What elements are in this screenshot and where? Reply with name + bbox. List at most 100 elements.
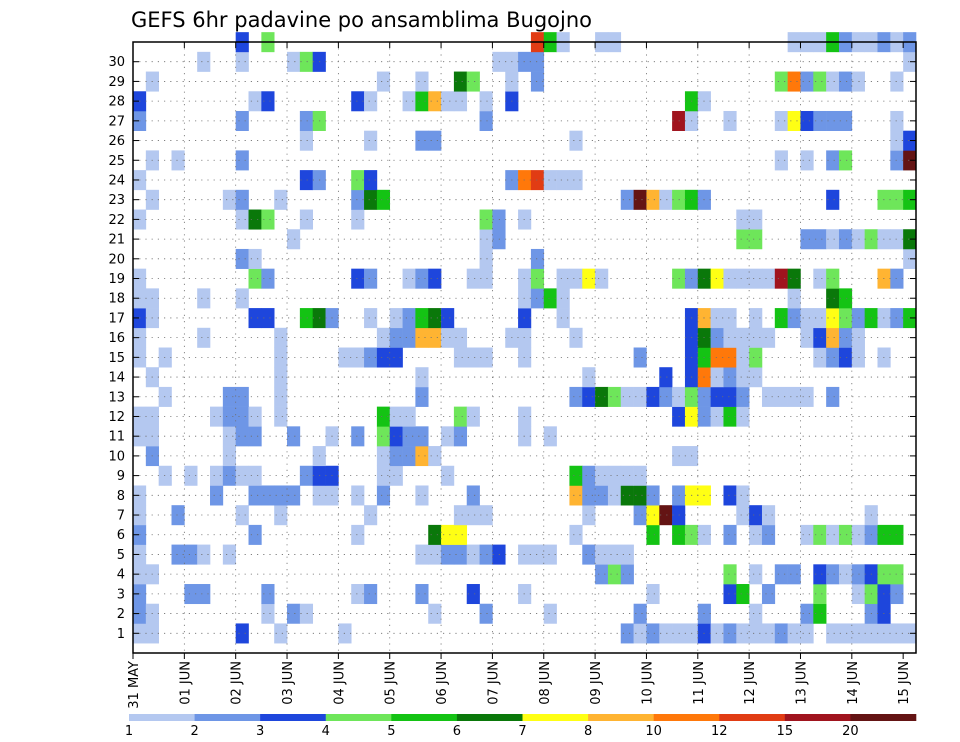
heatmap-cell [453,91,468,112]
legend-swatch [260,714,327,721]
heatmap-cell [274,623,288,644]
heatmap-cell [569,465,583,486]
heatmap-cell [607,564,622,585]
x-tick-label: 10 JUN [640,661,655,705]
heatmap-cell [607,544,622,565]
heatmap-cell [813,327,827,348]
heatmap-cell [261,308,275,329]
legend-label: 2 [190,724,198,739]
legend-label: 1 [125,724,133,739]
heatmap-cell [787,110,801,131]
heatmap-cell [826,268,840,289]
heatmap-cell [710,386,724,407]
heatmap-cell [620,564,634,585]
x-tick-label: 04 JUN [332,661,347,705]
heatmap-cell [389,308,403,329]
heatmap-cell [402,327,416,348]
heatmap-cell [415,327,429,348]
heatmap-cell [402,426,416,447]
heatmap-cell [890,150,904,171]
heatmap-cell [582,386,596,407]
heatmap-cell [569,268,583,289]
heatmap-cell [428,446,442,467]
heatmap-cell [402,406,416,427]
heatmap-cell [530,170,545,191]
y-tick-label: 18 [108,292,125,307]
heatmap-cell [479,268,493,289]
heatmap-cell [235,189,249,210]
heatmap-cell [736,406,750,427]
heatmap-cell [826,564,840,585]
heatmap-cell [582,465,596,486]
heatmap-cell [197,544,211,565]
heatmap-cell [261,209,275,230]
heatmap-cell [903,229,917,250]
heatmap-cell [736,623,750,644]
y-tick-label: 25 [108,154,125,169]
x-tick-label: 03 JUN [281,661,296,705]
x-tick-label: 31 MAY [127,661,142,709]
heatmap-cell [826,347,840,368]
heatmap-cell [274,386,288,407]
heatmap-cell [723,406,737,427]
heatmap-cell [710,308,724,329]
heatmap-cell [441,465,455,486]
heatmap-cell [351,189,365,210]
heatmap-cell [248,406,262,427]
heatmap-cell [479,248,493,269]
heatmap-cell [736,386,750,407]
heatmap-cell [890,229,904,250]
heatmap-cell [210,485,224,506]
heatmap-cell [826,327,840,348]
heatmap-cell [838,150,853,171]
heatmap-cell [184,465,198,486]
heatmap-cell [659,505,673,526]
heatmap-cell [890,584,904,605]
heatmap-cell [736,327,750,348]
heatmap-cell [299,209,314,230]
heatmap-cell [222,544,236,565]
heatmap-cell [466,406,480,427]
heatmap-cell [761,524,776,545]
heatmap-cell [569,524,583,545]
heatmap-cell [376,71,391,92]
heatmap-cell [530,71,545,92]
heatmap-cell [299,130,314,151]
heatmap-cell [428,91,442,112]
heatmap-cell [364,505,378,526]
heatmap-cell [222,406,236,427]
heatmap-cell [479,603,493,624]
heatmap-cell [428,308,442,329]
heatmap-cell [826,308,840,329]
heatmap-cell [299,110,314,131]
heatmap-cell [787,623,801,644]
heatmap-cell [197,584,211,605]
heatmap-cell [376,327,391,348]
heatmap-cell [222,386,236,407]
heatmap-cell [813,564,827,585]
heatmap-cell [441,426,455,447]
heatmap-cell [838,110,853,131]
heatmap-cell [222,446,236,467]
heatmap-cell [389,406,403,427]
heatmap-cell [620,544,634,565]
heatmap-cell [235,110,249,131]
heatmap-cell [171,150,185,171]
heatmap-cell [415,308,429,329]
heatmap-cell [826,150,840,171]
heatmap-cell [620,465,634,486]
x-tick-label: 07 JUN [486,661,501,705]
y-tick-label: 19 [108,272,125,287]
y-tick-label: 11 [108,430,125,445]
heatmap-cell [415,386,429,407]
heatmap-cell [838,564,853,585]
heatmap-cell [903,130,917,151]
heatmap-cell [800,110,814,131]
heatmap-cell [787,564,801,585]
heatmap-cell [299,170,314,191]
heatmap-cell [569,386,583,407]
heatmap-cell [851,623,865,644]
heatmap-cell [800,327,814,348]
heatmap-cell [428,327,442,348]
heatmap-cell [749,603,763,624]
